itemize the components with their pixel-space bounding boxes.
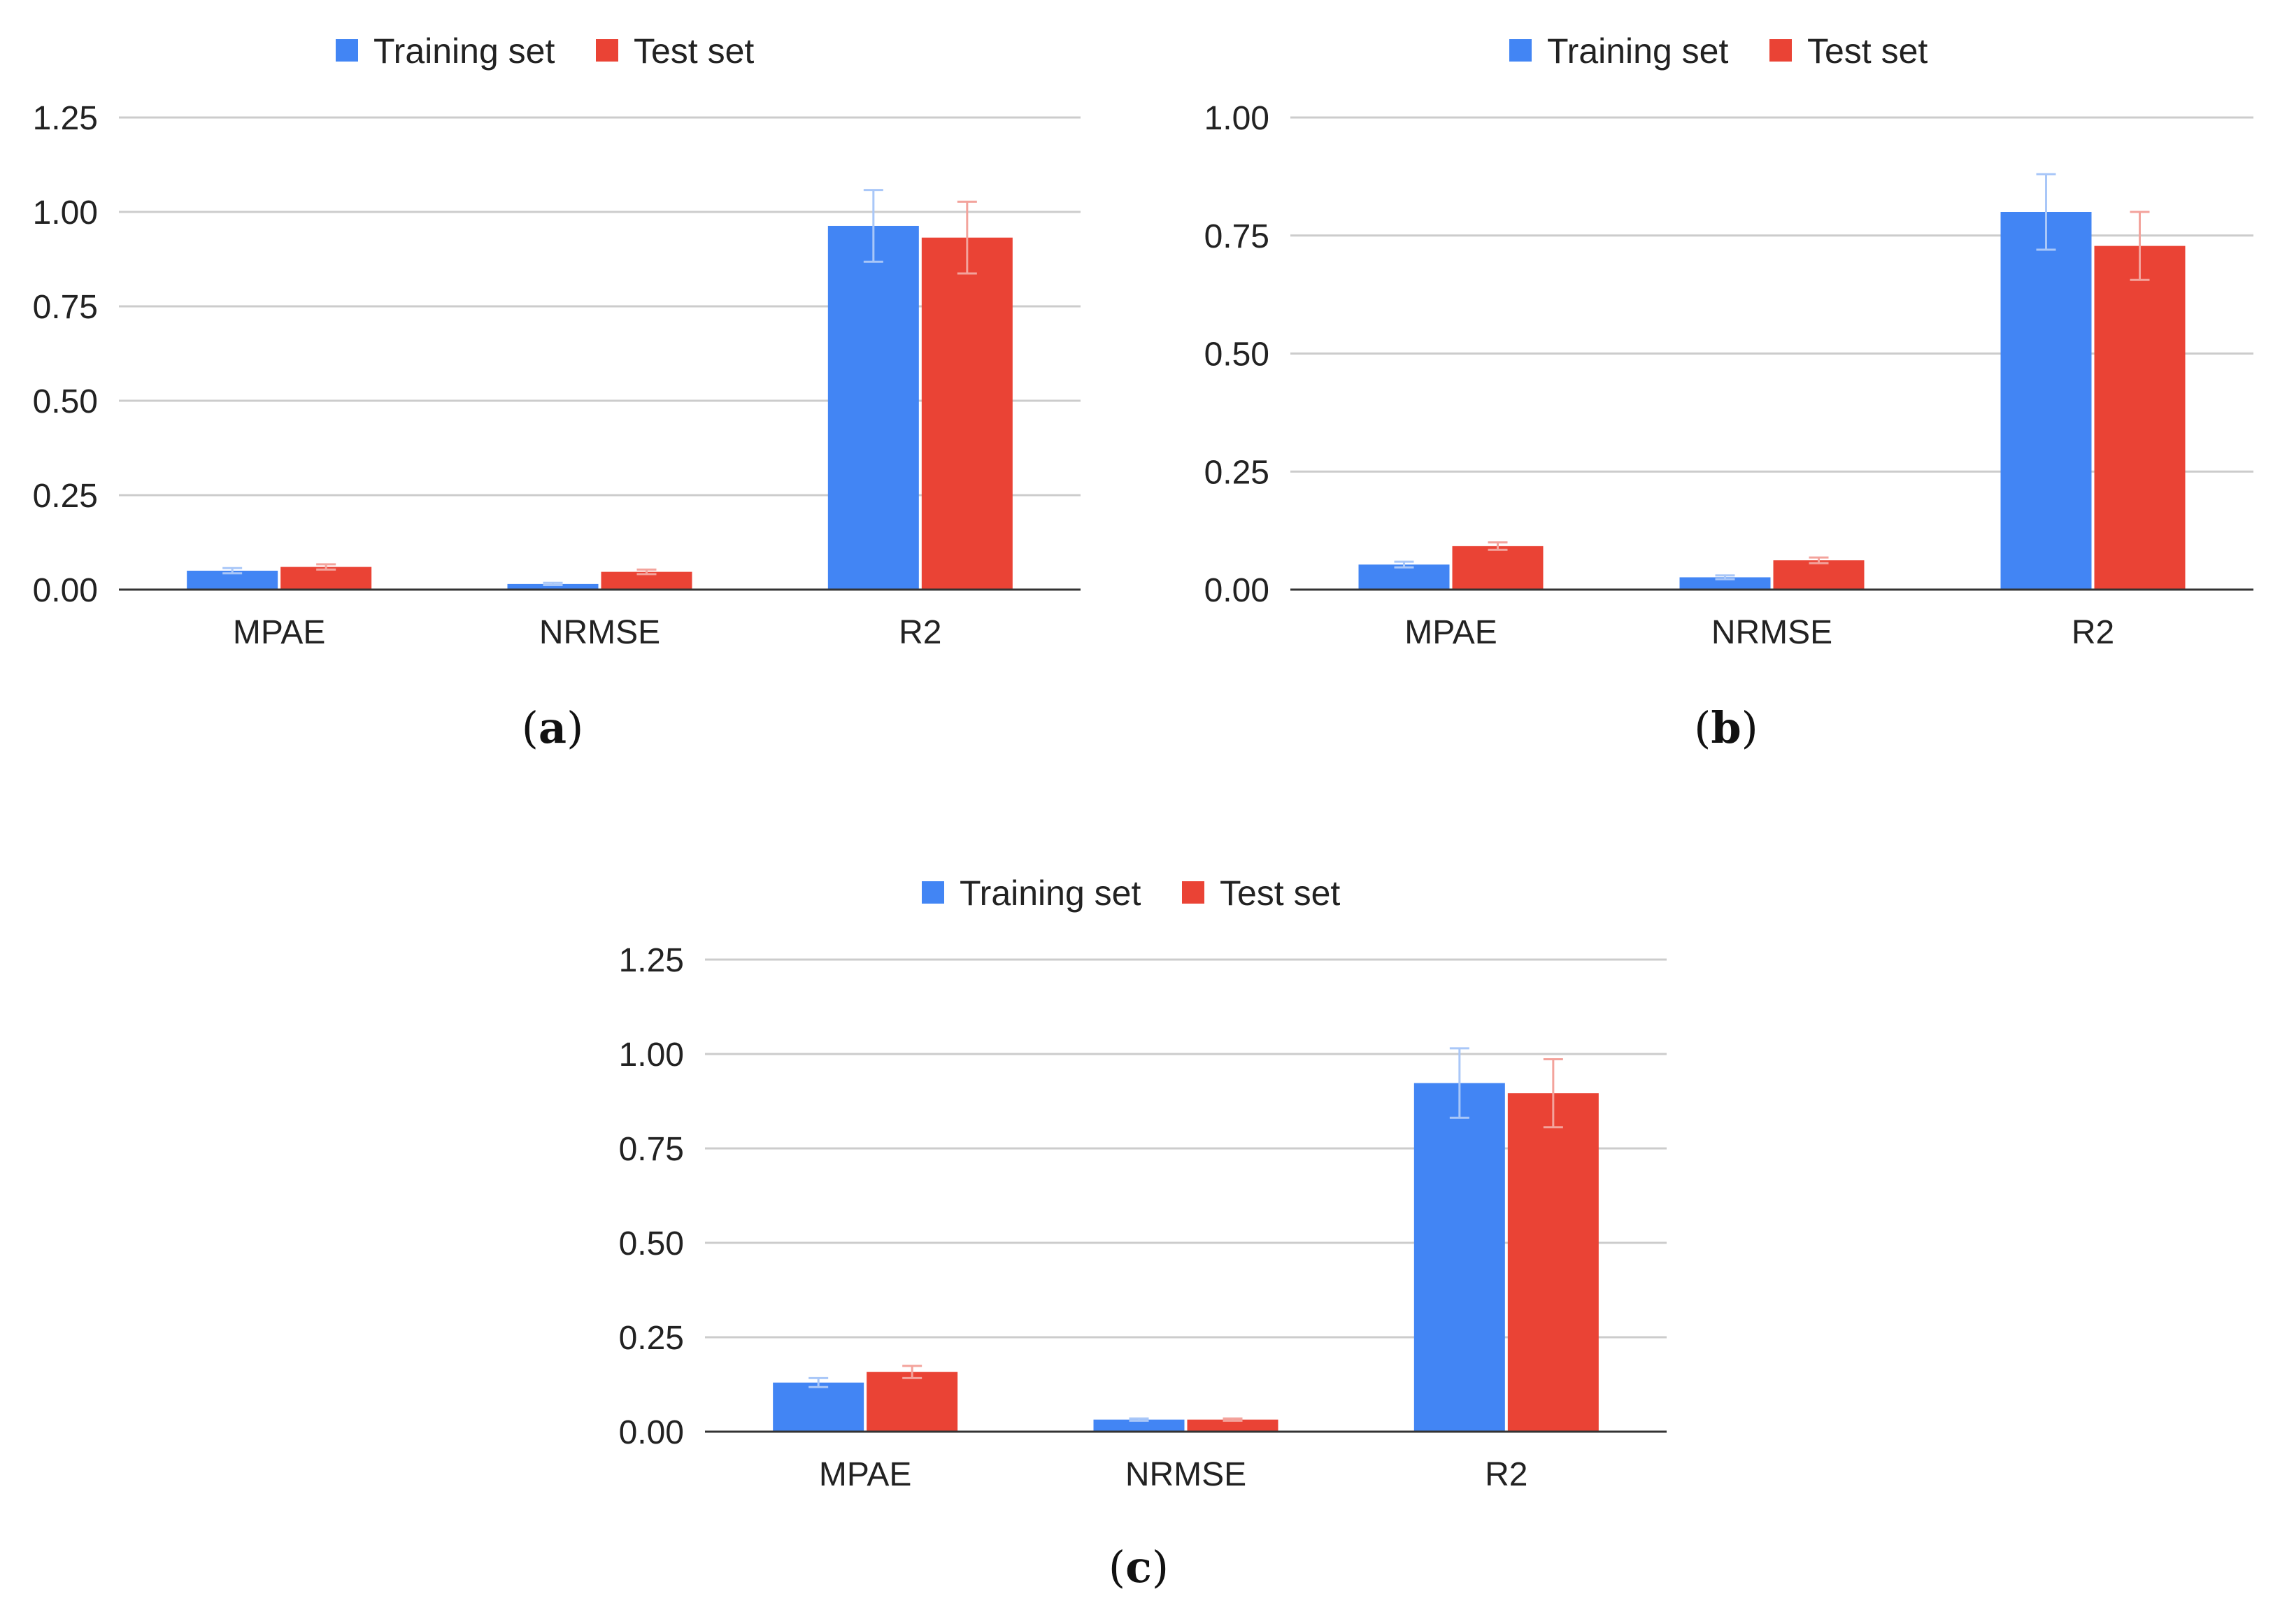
bar-c-training-mpae — [773, 1382, 864, 1432]
y-tick-label-a-0: 0.00 — [33, 572, 98, 609]
legend-swatch-training-c — [922, 881, 944, 904]
legend-label-test-b: Test set — [1807, 31, 1928, 71]
legend-label-training-c: Training set — [960, 874, 1141, 913]
x-tick-label-b-2: R2 — [2072, 614, 2114, 651]
bar-c-test-nrmse — [1187, 1419, 1278, 1432]
legend-swatch-test-c — [1182, 881, 1204, 904]
y-tick-label-b-1: 0.25 — [1204, 454, 1269, 491]
y-tick-label-a-1: 0.25 — [33, 478, 98, 515]
y-tick-label-b-3: 0.75 — [1204, 218, 1269, 255]
bar-c-training-r2 — [1413, 1083, 1505, 1432]
bar-b-test-nrmse — [1773, 560, 1865, 590]
x-tick-label-c-0: MPAE — [819, 1456, 911, 1493]
bar-b-test-mpae — [1452, 546, 1544, 590]
x-tick-label-c-1: NRMSE — [1125, 1456, 1246, 1493]
legend-swatch-test-a — [596, 39, 618, 62]
bar-a-training-nrmse — [507, 583, 599, 590]
legend-swatch-training-b — [1509, 39, 1532, 62]
legend-label-test-c: Test set — [1220, 874, 1340, 913]
y-tick-label-b-2: 0.50 — [1204, 336, 1269, 373]
y-tick-label-c-2: 0.50 — [619, 1225, 684, 1262]
y-tick-label-a-3: 0.75 — [33, 289, 98, 326]
panel-caption-a: (a) — [522, 702, 584, 753]
y-tick-label-b-0: 0.00 — [1204, 572, 1269, 609]
panel-caption-b: (b) — [1694, 702, 1758, 753]
bar-b-training-nrmse — [1679, 577, 1771, 590]
legend-swatch-training-a — [336, 39, 358, 62]
bar-a-test-mpae — [280, 567, 372, 590]
y-tick-label-c-0: 0.00 — [619, 1414, 684, 1451]
bar-b-training-mpae — [1358, 564, 1450, 590]
x-tick-label-a-2: R2 — [899, 614, 941, 651]
y-tick-label-c-1: 0.25 — [619, 1320, 684, 1357]
bar-c-training-nrmse — [1093, 1419, 1185, 1432]
x-tick-label-b-1: NRMSE — [1711, 614, 1832, 651]
legend-label-test-a: Test set — [634, 31, 754, 71]
bar-a-test-r2 — [921, 237, 1013, 590]
x-tick-label-a-0: MPAE — [233, 614, 325, 651]
bar-b-test-r2 — [2094, 245, 2186, 590]
bar-b-training-r2 — [2000, 212, 2092, 590]
y-tick-label-a-2: 0.50 — [33, 383, 98, 420]
legend-swatch-test-b — [1769, 39, 1792, 62]
y-tick-label-c-3: 0.75 — [619, 1131, 684, 1168]
bar-a-training-r2 — [827, 225, 919, 590]
legend-label-training-b: Training set — [1547, 31, 1728, 71]
y-tick-label-a-5: 1.25 — [33, 100, 98, 137]
x-tick-label-c-2: R2 — [1485, 1456, 1527, 1493]
legend-label-training-a: Training set — [373, 31, 555, 71]
y-tick-label-b-4: 1.00 — [1204, 100, 1269, 137]
panel-caption-c: (c) — [1109, 1541, 1169, 1593]
bar-c-test-mpae — [867, 1372, 958, 1432]
x-tick-label-b-0: MPAE — [1404, 614, 1497, 651]
bar-c-test-r2 — [1507, 1093, 1599, 1432]
y-tick-label-c-5: 1.25 — [619, 942, 684, 979]
y-tick-label-a-4: 1.00 — [33, 194, 98, 232]
y-tick-label-c-4: 1.00 — [619, 1037, 684, 1074]
x-tick-label-a-1: NRMSE — [539, 614, 660, 651]
